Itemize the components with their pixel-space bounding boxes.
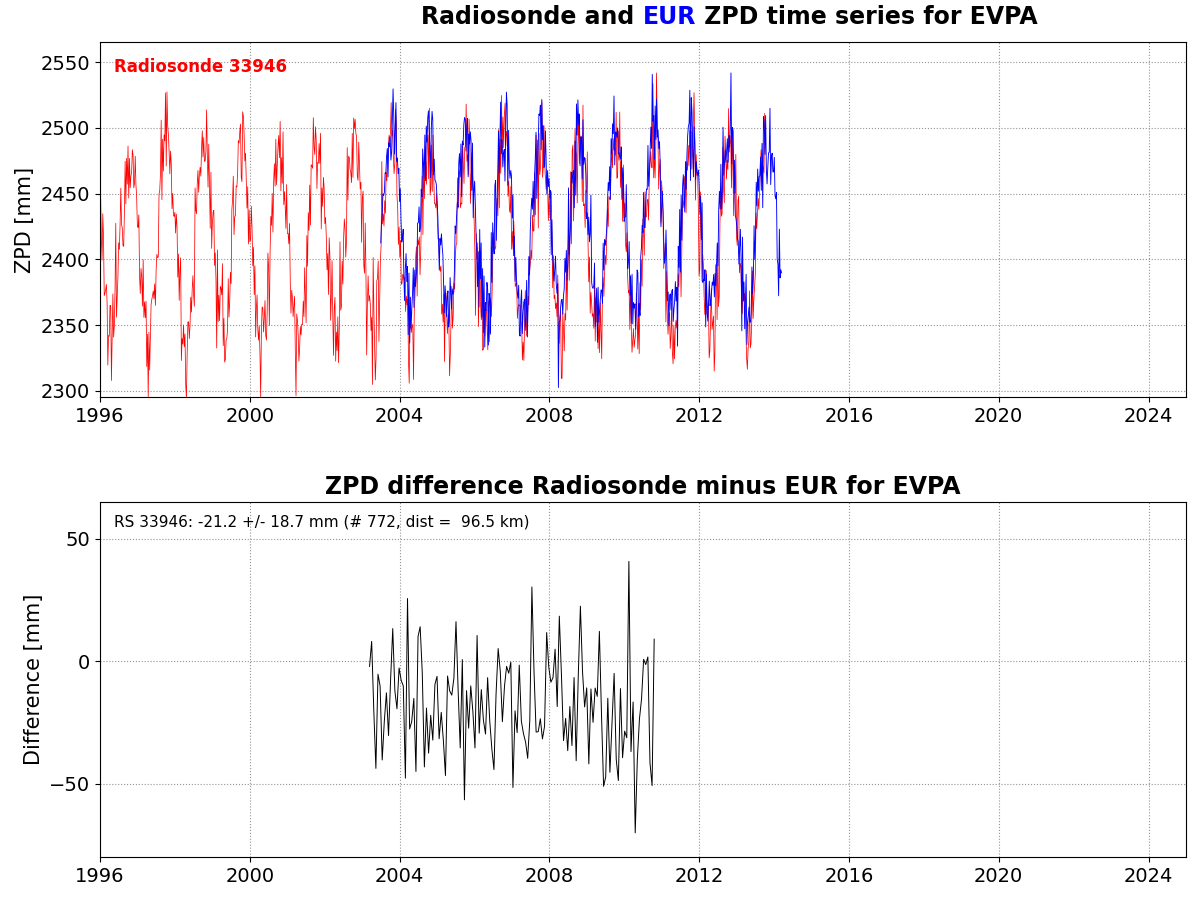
Y-axis label: Difference [mm]: Difference [mm] <box>24 594 43 765</box>
Text: ZPD time series for EVPA: ZPD time series for EVPA <box>697 5 1038 29</box>
Text: Radiosonde 33946: Radiosonde 33946 <box>114 59 287 77</box>
Text: Radiosonde and: Radiosonde and <box>422 5 643 29</box>
Text: EUR: EUR <box>643 5 697 29</box>
Title: ZPD difference Radiosonde minus EUR for EVPA: ZPD difference Radiosonde minus EUR for … <box>325 475 961 499</box>
Y-axis label: ZPD [mm]: ZPD [mm] <box>14 167 35 273</box>
Text: RS 33946: -21.2 +/- 18.7 mm (# 772, dist =  96.5 km): RS 33946: -21.2 +/- 18.7 mm (# 772, dist… <box>114 514 530 530</box>
